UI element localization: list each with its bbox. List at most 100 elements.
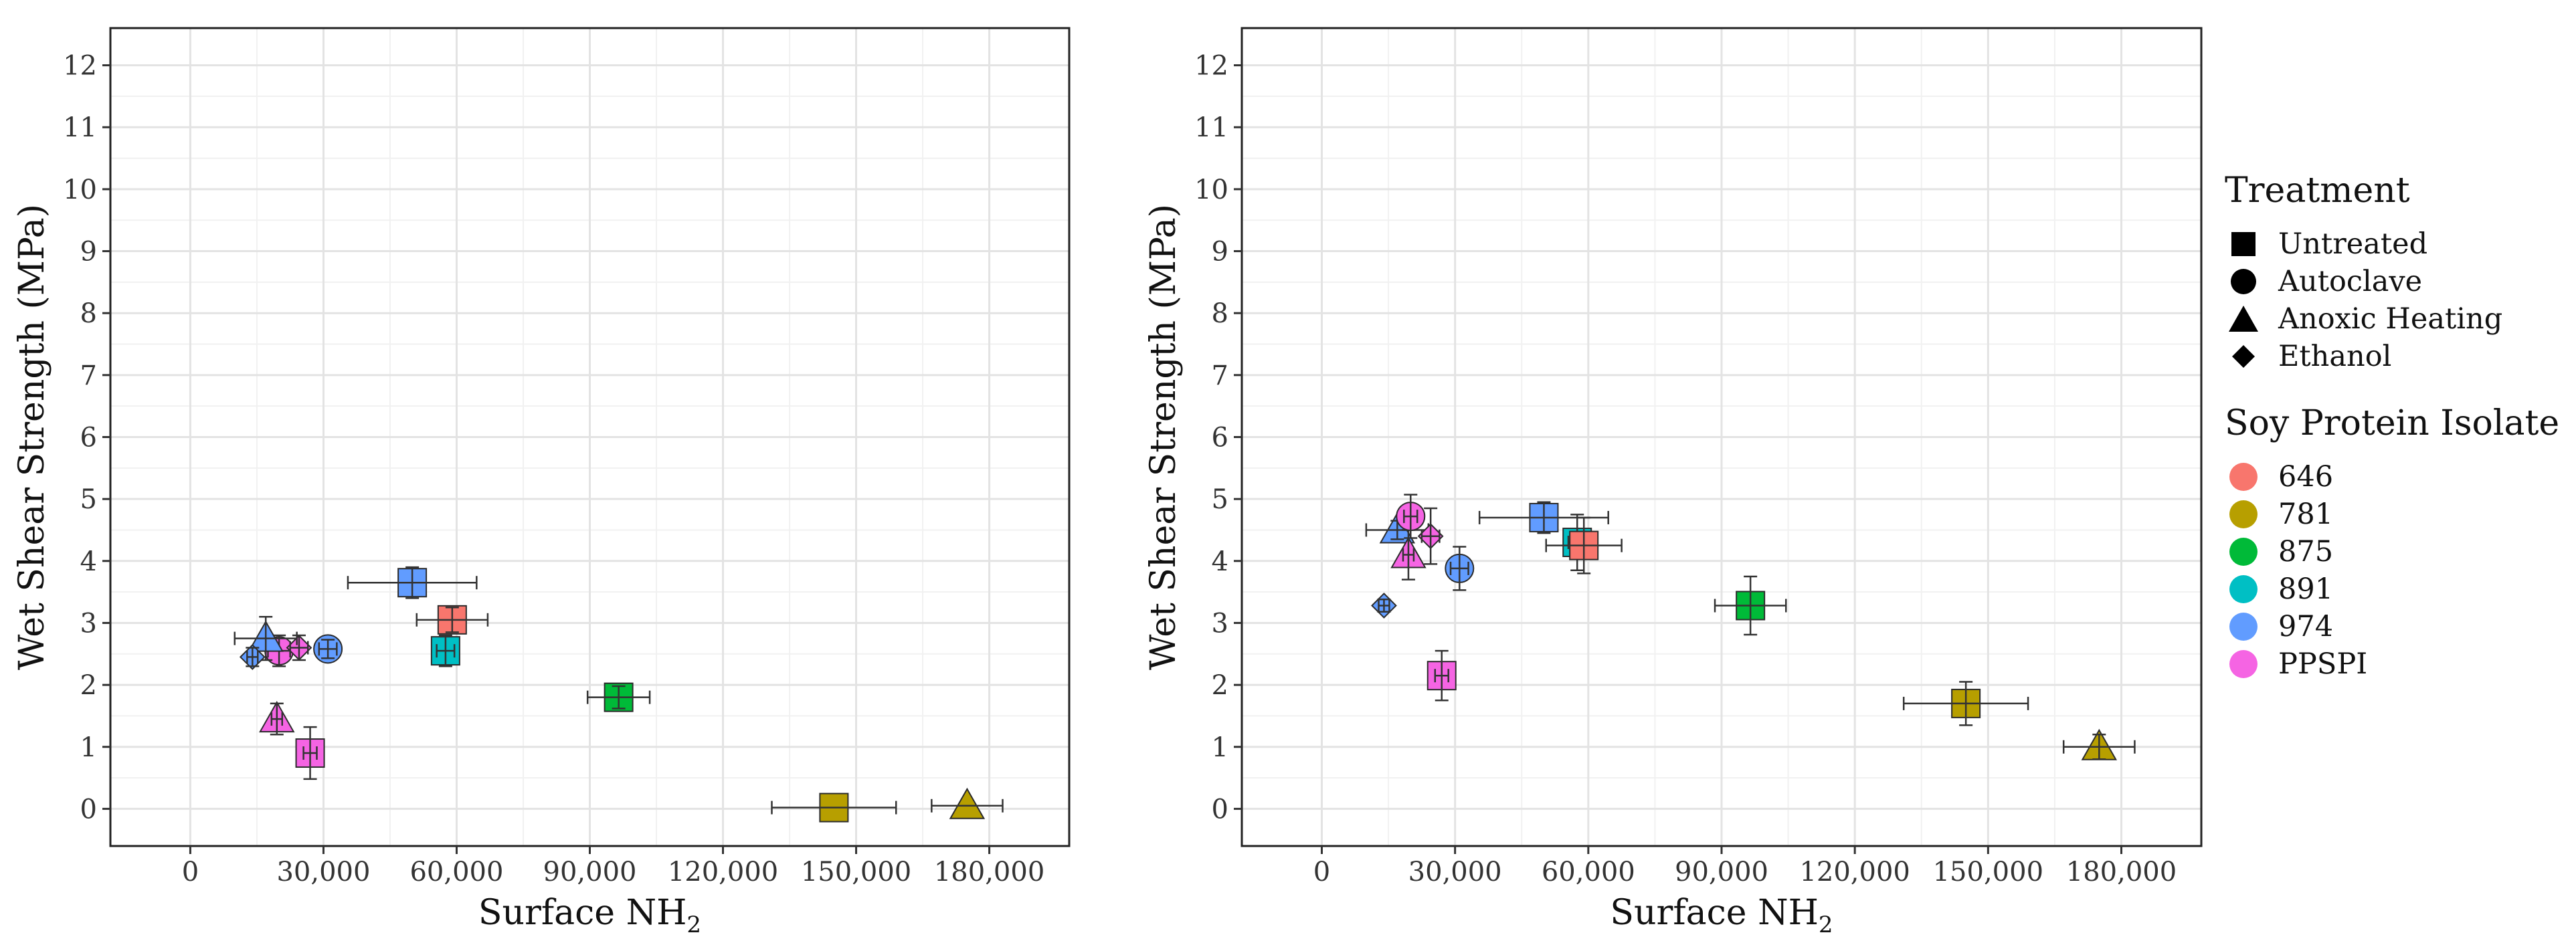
legend-swatch-ppspi [2229,650,2258,678]
diamond-icon [2225,338,2262,375]
y-tick-label: 5 [80,484,97,515]
x-tick-label: 150,000 [1933,857,2043,887]
x-tick-label: 90,000 [543,857,637,887]
legend-swatch-646 [2229,463,2258,491]
legend-item-974: 974 [2225,608,2573,645]
triangle-icon [2225,300,2262,338]
y-tick-label: 7 [80,360,97,391]
y-tick-label: 7 [1212,360,1228,391]
y-tick-label: 4 [1212,546,1228,577]
x-tick-label: 90,000 [1675,857,1768,887]
x-tick-label: 120,000 [668,857,778,887]
point-646-untreated [1545,516,1623,574]
legend-item-781: 781 [2225,496,2573,533]
point-974-autoclave [1445,546,1475,591]
x-tick-label: 120,000 [1799,857,1910,887]
y-tick-label: 8 [1212,298,1228,329]
legend-label-anoxic-heating: Anoxic Heating [2278,302,2503,336]
y-tick-label: 6 [1212,423,1228,453]
y-tick-label: 0 [80,794,97,825]
y-tick-label: 12 [1194,51,1228,82]
point-ppspi-ethanol [1417,507,1444,565]
legend-item-anoxic-heating: Anoxic Heating [2225,300,2573,338]
circle-icon [2225,645,2262,683]
point-891-untreated [430,634,460,667]
x-axis-label-subscript: 2 [686,912,701,938]
x-tick-label: 30,000 [1408,857,1502,887]
circle-icon [2225,570,2262,608]
panel-right: 0 30,000 60,000 90,000 120,000 150,000 180,000… [1143,27,2203,938]
legend-label-untreated: Untreated [2278,227,2428,261]
legend-item-646: 646 [2225,458,2573,496]
y-tick-label: 12 [63,51,97,82]
x-tick-label: 30,000 [276,857,370,887]
y-tick-label: 5 [1212,484,1228,515]
circle-icon [2225,458,2262,496]
legend-swatch-781 [2229,500,2258,528]
legend-label-autoclave: Autoclave [2278,265,2423,298]
legend-label-ethanol: Ethanol [2278,340,2392,373]
x-tick-label: 150,000 [801,857,911,887]
y-tick-label: 9 [1212,237,1228,268]
point-ppspi-ethanol [286,634,312,661]
point-781-anoxic-heating [931,787,1004,819]
panel-left: 0 30,000 60,000 90,000 120,000 150,000 180,000… [12,27,1071,938]
y-tick-label: 10 [1194,175,1228,205]
x-axis-label: Surface NH2 [1610,893,1833,938]
legend-isolate-title: Soy Protein Isolate [2225,403,2560,443]
marker-triangle [949,787,986,819]
point-ppspi-autoclave [1396,494,1426,539]
square-icon [2225,225,2262,263]
y-tick-label: 3 [80,608,97,639]
y-tick-label: 0 [1212,794,1228,825]
y-tick-label: 9 [80,237,97,268]
x-tick-label: 0 [182,857,199,887]
legend-swatch-891 [2229,575,2258,603]
point-875-untreated [586,682,651,712]
y-tick-label: 4 [80,546,97,577]
y-tick-label: 1 [80,732,97,763]
legend: Treatment Untreated Autoclave Anoxic Hea… [2225,171,2573,683]
legend-item-875: 875 [2225,533,2573,570]
point-974-autoclave [313,634,343,664]
y-tick-label: 8 [80,298,97,329]
x-tick-label: 60,000 [409,857,503,887]
legend-item-ethanol: Ethanol [2225,338,2573,375]
legend-treatment-title: Treatment [2225,171,2410,211]
point-875-untreated [1714,575,1787,636]
legend-label-781: 781 [2278,498,2334,531]
circle-icon [2225,533,2262,570]
point-974-ethanol [239,643,266,670]
y-tick-label: 3 [1212,608,1228,639]
legend-item-autoclave: Autoclave [2225,263,2573,300]
point-974-ethanol [1371,593,1397,619]
circle-icon [2225,496,2262,533]
y-tick-label: 2 [1212,670,1228,701]
x-tick-label: 180,000 [2066,857,2177,887]
x-axis-label: Surface NH2 [478,893,701,938]
point-974-untreated [347,566,478,599]
point-781-anoxic-heating [2062,728,2136,760]
legend-label-974: 974 [2278,610,2334,643]
y-axis-label: Wet Shear Strength (MPa) [12,204,52,670]
point-ppspi-anoxic-heating [259,701,295,736]
point-781-untreated [1902,681,2029,726]
x-axis-label-subscript: 2 [1819,912,1833,938]
legend-label-875: 875 [2278,535,2334,568]
y-tick-label: 2 [80,670,97,701]
y-tick-label: 11 [63,112,97,143]
legend-label-ppspi: PPSPI [2278,647,2368,681]
point-781-untreated [771,793,897,823]
legend-item-891: 891 [2225,570,2573,608]
y-tick-label: 11 [1194,112,1228,143]
legend-swatch-974 [2229,613,2258,641]
y-tick-label: 6 [80,423,97,453]
legend-item-ppspi: PPSPI [2225,645,2573,683]
circle-icon [2225,263,2262,300]
y-tick-label: 10 [63,175,97,205]
point-ppspi-untreated [1427,649,1457,702]
point-ppspi-untreated [295,726,325,780]
legend-label-891: 891 [2278,572,2334,606]
circle-icon [2225,608,2262,645]
x-tick-label: 0 [1313,857,1330,887]
